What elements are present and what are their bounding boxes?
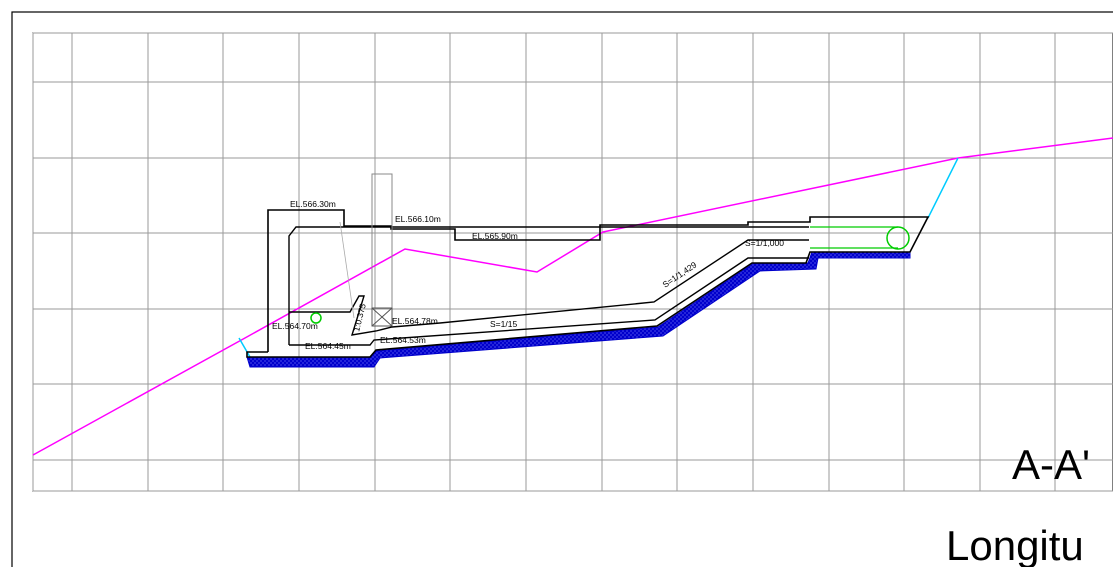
label-el-564-45: EL.564.45m [305, 341, 351, 351]
label-el-564-70: EL.564.70m [272, 321, 318, 331]
label-el-566-30: EL.566.30m [290, 199, 336, 209]
cut-slope-right [927, 157, 959, 219]
label-slope-1-0375: 1:0.375 [351, 302, 368, 332]
label-el-564-53: EL.564.53m [380, 335, 426, 345]
structure-inner-outline [288, 226, 809, 345]
label-el-565-90: EL.565.90m [472, 231, 518, 241]
cut-slope-left [238, 337, 251, 358]
gate-cross-2 [371, 307, 393, 327]
sheet-border [11, 11, 1113, 567]
gate-box [371, 307, 393, 327]
grid-frame [32, 32, 1113, 492]
label-slope-1-15: S=1/15 [490, 319, 517, 329]
structure-outer-outline [246, 209, 930, 358]
foundation-layer [246, 251, 911, 368]
structure-floor-line [289, 257, 809, 346]
label-el-564-78: EL.564.78m [392, 316, 438, 326]
ground-surface-line [32, 137, 1113, 456]
slope-guide-line [339, 221, 355, 319]
label-el-566-10: EL.566.10m [395, 214, 441, 224]
inlet-pipe [310, 312, 322, 324]
inner-sloped-floor [289, 239, 809, 336]
outlet-pipe [886, 226, 910, 250]
drawing-grid [32, 32, 1113, 492]
section-subtitle: Longitu [946, 522, 1084, 567]
label-slope-1-1000: S=1/1,000 [745, 238, 784, 248]
section-title: A-A' [1012, 441, 1090, 488]
